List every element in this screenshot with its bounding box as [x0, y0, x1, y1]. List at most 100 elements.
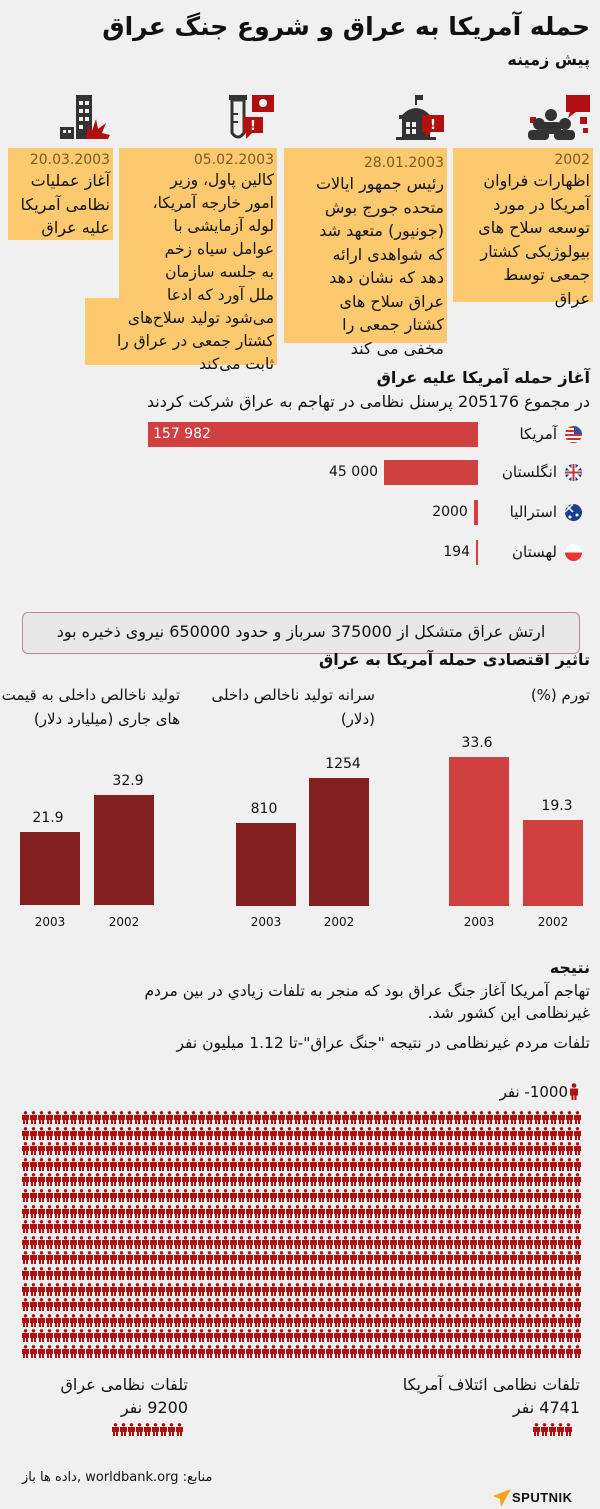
person-icon: [22, 1204, 29, 1218]
country-label: استرالیا: [509, 503, 557, 521]
person-icon: [334, 1313, 341, 1327]
person-icon: [262, 1220, 269, 1234]
bar-value-label: 32.9: [112, 773, 144, 789]
bar-0: [148, 422, 478, 447]
person-icon: [246, 1157, 253, 1171]
person-icon: [206, 1235, 213, 1249]
person-icon: [358, 1189, 365, 1202]
person-icon: [486, 1189, 493, 1202]
person-icon: [118, 1345, 125, 1358]
person-icon: [78, 1298, 85, 1312]
person-icon: [342, 1298, 349, 1312]
person-icon: [398, 1313, 405, 1327]
person-icon: [278, 1157, 285, 1171]
person-icon: [246, 1189, 253, 1202]
person-icon: [534, 1345, 541, 1358]
person-icon: [302, 1329, 309, 1343]
person-icon: [126, 1220, 133, 1234]
person-icon: [230, 1329, 237, 1343]
person-icon: [38, 1298, 45, 1312]
person-icon: [102, 1126, 109, 1140]
person-icon: [342, 1251, 349, 1265]
person-icon: [542, 1251, 549, 1265]
person-icon: [470, 1251, 477, 1265]
person-icon: [126, 1142, 133, 1156]
chart-title: تورم (%): [530, 686, 590, 704]
person-icon: [54, 1173, 61, 1187]
person-icon: [374, 1235, 381, 1249]
person-icon: [166, 1157, 173, 1171]
person-icon: [534, 1313, 541, 1327]
person-icon: [198, 1298, 205, 1312]
person-icon: [550, 1345, 557, 1358]
person-icon: [246, 1282, 253, 1296]
person-icon: [382, 1313, 389, 1327]
person-icon: [222, 1126, 229, 1140]
us-flag-icon: [565, 426, 582, 443]
person-icon: [462, 1189, 469, 1202]
person-icon: [118, 1126, 125, 1140]
person-icon: [294, 1126, 301, 1140]
person-icon: [118, 1173, 125, 1187]
person-icon: [254, 1189, 261, 1202]
person-icon: [62, 1111, 69, 1124]
person-icon: [510, 1313, 517, 1327]
person-icon: [110, 1157, 117, 1171]
person-icon: [342, 1126, 349, 1140]
person-icon: [142, 1345, 149, 1358]
person-icon: [550, 1298, 557, 1312]
timeline-text-line: که شواهدی ارائه: [332, 244, 445, 264]
person-icon: [454, 1173, 461, 1187]
person-icon: [46, 1204, 53, 1218]
person-icon: [350, 1157, 357, 1171]
timeline-text-line: می‌شود تولید سلاح‌های: [127, 309, 274, 327]
person-icon: [62, 1173, 69, 1187]
person-icon: [182, 1142, 189, 1156]
person-icon: [222, 1142, 229, 1156]
person-icon: [574, 1235, 581, 1249]
person-icon: [318, 1251, 325, 1265]
person-icon: [214, 1126, 221, 1140]
person-icon: [438, 1111, 445, 1124]
bar-value-label: 21.9: [32, 809, 64, 826]
person-icon: [238, 1142, 245, 1156]
person-icon: [110, 1313, 117, 1327]
person-icon: [438, 1235, 445, 1249]
person-icon: [430, 1282, 437, 1296]
person-icon: [230, 1111, 237, 1124]
person-icon: [566, 1298, 573, 1312]
person-icon: [134, 1189, 141, 1202]
person-icon: [70, 1220, 77, 1234]
person-icon: [278, 1267, 285, 1280]
person-icon: [22, 1251, 29, 1265]
person-icon: [206, 1282, 213, 1296]
timeline-text-line: نظامی آمریکا: [20, 194, 110, 214]
person-icon: [206, 1204, 213, 1218]
person-icon: [398, 1298, 405, 1312]
person-icon: [30, 1142, 37, 1156]
person-icon: [494, 1157, 501, 1171]
person-icon: [166, 1204, 173, 1218]
person-icon: [374, 1111, 381, 1124]
person-icon: [94, 1235, 101, 1249]
person-icon: [510, 1329, 517, 1343]
person-icon: [518, 1189, 525, 1202]
bar-value-label: 45 000: [329, 464, 379, 480]
person-icon: [390, 1329, 397, 1343]
person-icon: [318, 1282, 325, 1296]
person-icon: [198, 1345, 205, 1358]
invasion-heading: آغاز حمله آمریکا علیه عراق: [376, 368, 590, 387]
person-icon: [478, 1204, 485, 1218]
person-icon: [174, 1313, 181, 1327]
person-icon: [342, 1189, 349, 1202]
person-icon: [550, 1251, 557, 1265]
person-icon: [422, 1157, 429, 1171]
person-icon: [366, 1282, 373, 1296]
timeline-text-line: جمعی توسط: [503, 265, 590, 284]
sputnik-logo-icon: [493, 1489, 511, 1507]
person-icon: [382, 1329, 389, 1343]
person-icon: [414, 1126, 421, 1140]
person-icon: [454, 1267, 461, 1280]
person-icon: [94, 1204, 101, 1218]
